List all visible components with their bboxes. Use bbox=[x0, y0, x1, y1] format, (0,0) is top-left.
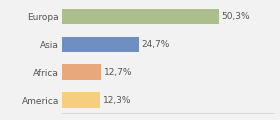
Bar bbox=[62, 36, 139, 52]
Text: 24,7%: 24,7% bbox=[141, 40, 170, 49]
Bar bbox=[62, 9, 219, 24]
Text: 50,3%: 50,3% bbox=[221, 12, 250, 21]
Text: 12,7%: 12,7% bbox=[104, 68, 132, 77]
Bar bbox=[62, 64, 101, 80]
Bar bbox=[62, 92, 100, 108]
Text: 12,3%: 12,3% bbox=[102, 96, 131, 105]
